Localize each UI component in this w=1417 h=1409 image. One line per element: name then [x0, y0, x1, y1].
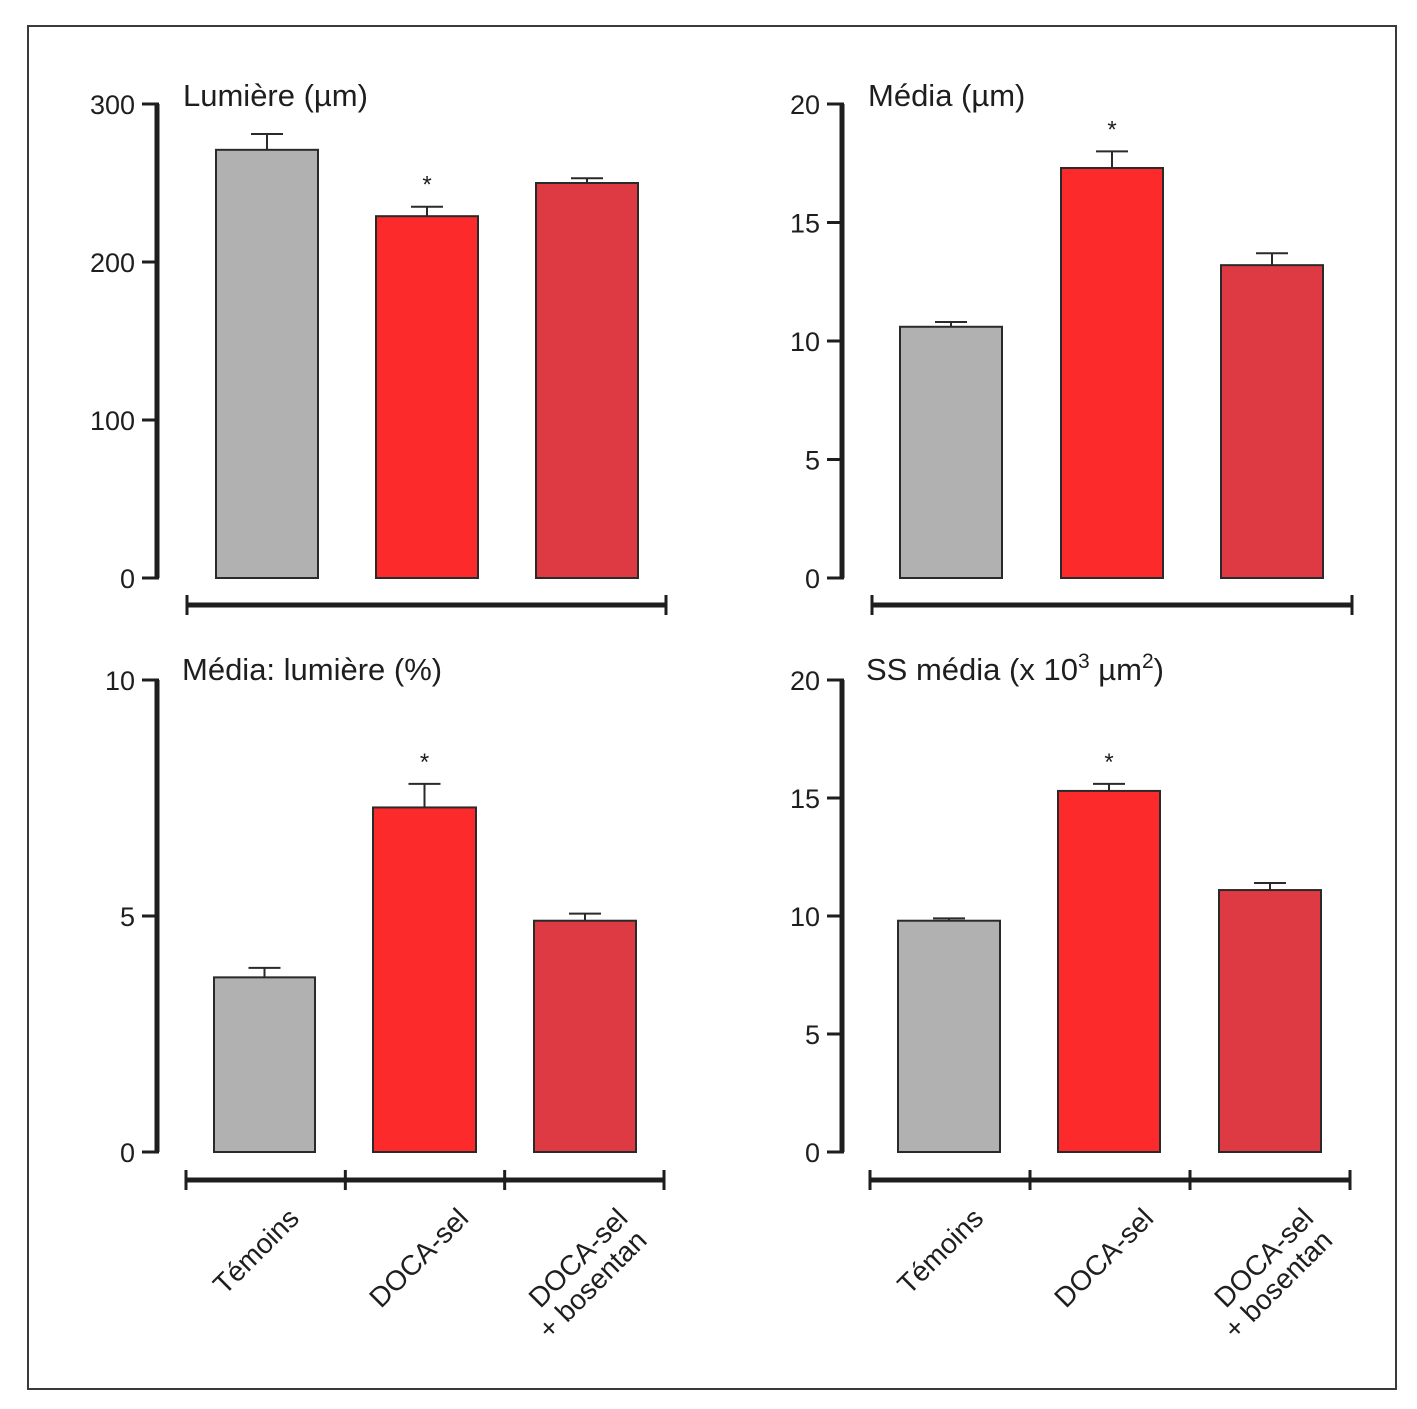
significance-star: * — [1104, 749, 1113, 776]
title-superscript: 3 — [1078, 650, 1090, 673]
category-label: Témoins — [207, 1202, 305, 1300]
category-label: DOCA-sel — [363, 1202, 474, 1313]
panel-title: Média (µm) — [868, 78, 1025, 113]
y-tick-label: 0 — [805, 1138, 820, 1168]
y-tick-label: 0 — [120, 1138, 135, 1168]
y-tick-label: 5 — [120, 902, 135, 932]
category-label: Témoins — [891, 1202, 989, 1300]
y-tick-label: 10 — [790, 327, 820, 357]
y-tick-label: 300 — [90, 90, 135, 120]
y-tick-label: 20 — [790, 90, 820, 120]
bar — [1220, 264, 1324, 579]
y-tick-label: 5 — [805, 446, 820, 476]
bar — [1060, 166, 1164, 580]
panel-ss-media: 0 5 10 15 20 * SS média (x 103 µm2) Témoins DOCA… — [790, 650, 1352, 1345]
y-tick-label: 15 — [790, 209, 820, 239]
title-superscript: 2 — [1142, 650, 1154, 673]
bar — [533, 919, 637, 1153]
y-tick-label: 100 — [90, 406, 135, 436]
y-tick-label: 5 — [805, 1020, 820, 1050]
panel-title: SS média (x 103 µm2) — [866, 650, 1164, 687]
y-tick-label: 20 — [790, 666, 820, 696]
panel-media: 0 5 10 15 20 * Média (µm) — [790, 78, 1354, 615]
bar — [375, 215, 479, 579]
y-tick-label: 10 — [105, 666, 135, 696]
y-tick-label: 0 — [805, 564, 820, 594]
bar — [372, 806, 477, 1153]
panel-lumiere: 0 100 200 300 * Lumière (µm) — [90, 78, 668, 615]
title-part: SS média (x 10 — [866, 652, 1078, 687]
bar — [213, 976, 316, 1153]
panel-title: Lumière (µm) — [183, 78, 368, 113]
bar — [535, 182, 639, 579]
significance-star: * — [422, 172, 431, 199]
panel-title: Média: lumière (%) — [182, 652, 442, 687]
bar — [215, 148, 319, 579]
significance-star: * — [420, 749, 429, 776]
bar — [1057, 789, 1161, 1153]
significance-star: * — [1107, 116, 1116, 143]
title-part: µm — [1090, 652, 1142, 687]
y-tick-label: 200 — [90, 248, 135, 278]
bar — [899, 325, 1003, 579]
bar — [1218, 889, 1322, 1153]
y-tick-label: 0 — [120, 564, 135, 594]
category-label: DOCA-sel — [1048, 1202, 1159, 1313]
y-tick-label: 15 — [790, 784, 820, 814]
title-part: ) — [1154, 652, 1164, 687]
y-tick-label: 10 — [790, 902, 820, 932]
bar — [897, 919, 1001, 1153]
